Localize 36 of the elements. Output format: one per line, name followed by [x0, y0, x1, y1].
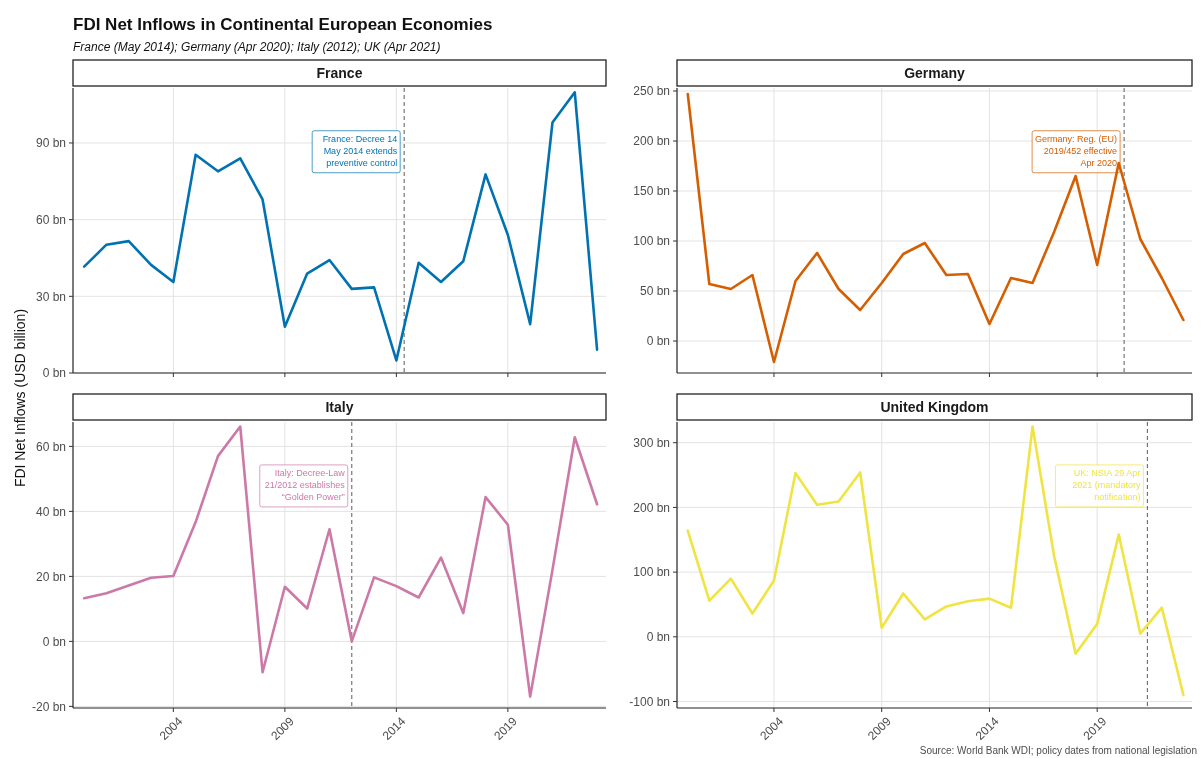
y-tick-label: -100 bn	[629, 694, 670, 709]
y-tick-label: 300 bn	[633, 435, 670, 450]
line-series	[82, 91, 599, 362]
y-tick-label: 100 bn	[633, 234, 670, 249]
y-tick-label: 150 bn	[633, 184, 670, 199]
ref-line-label: Italy: Decree-Law 21/2012 establishes “Golden Power”	[264, 467, 346, 502]
y-tick-label: 0 bn	[42, 634, 66, 649]
y-tick-label: 60 bn	[35, 439, 66, 454]
chart-title: Italy	[325, 399, 354, 415]
text: FDI Net Inflows in Continental European Economies	[73, 15, 493, 34]
y-tick-label: 100 bn	[633, 565, 670, 580]
y-tick-label: 40 bn	[35, 504, 66, 519]
y-tick-label: 30 bn	[35, 289, 66, 304]
y-axis-title: FDI Net Inflows (USD billion)	[12, 308, 28, 488]
chart-title: France	[316, 65, 363, 81]
text: France (May 2014); Germany (Apr 2020); Italy (2012); UK (Apr 2021)	[73, 40, 441, 54]
line-series	[686, 92, 1185, 364]
y-tick-label: 60 bn	[35, 212, 66, 227]
source-note: Source: World Bank WDI; policy dates from national legislation	[919, 745, 1197, 756]
y-tick-label: 50 bn	[639, 284, 670, 299]
y-tick-label: 0 bn	[42, 366, 66, 381]
chart-title: Germany	[904, 65, 966, 81]
y-tick-label: 250 bn	[633, 84, 670, 99]
line-series	[82, 425, 599, 698]
ref-line-label: France: Decree 14 May 2014 extends preventive control	[322, 133, 398, 168]
y-tick-label: 90 bn	[35, 136, 66, 151]
ref-line-label: Germany: Reg. (EU) 2019/452 effective Apr 2020	[1035, 133, 1118, 168]
y-tick-label: 0 bn	[646, 334, 670, 349]
y-tick-label: 200 bn	[633, 500, 670, 515]
chart-title: United Kingdom	[880, 399, 989, 415]
y-tick-label: 0 bn	[646, 630, 670, 645]
y-tick-label: 20 bn	[35, 569, 66, 584]
line-series	[686, 425, 1185, 697]
ref-line-label: UK: NSIA 29 Apr 2021 (mandatory notification)	[1072, 467, 1141, 502]
y-tick-label: -20 bn	[31, 699, 66, 714]
y-tick-label: 200 bn	[633, 134, 670, 149]
